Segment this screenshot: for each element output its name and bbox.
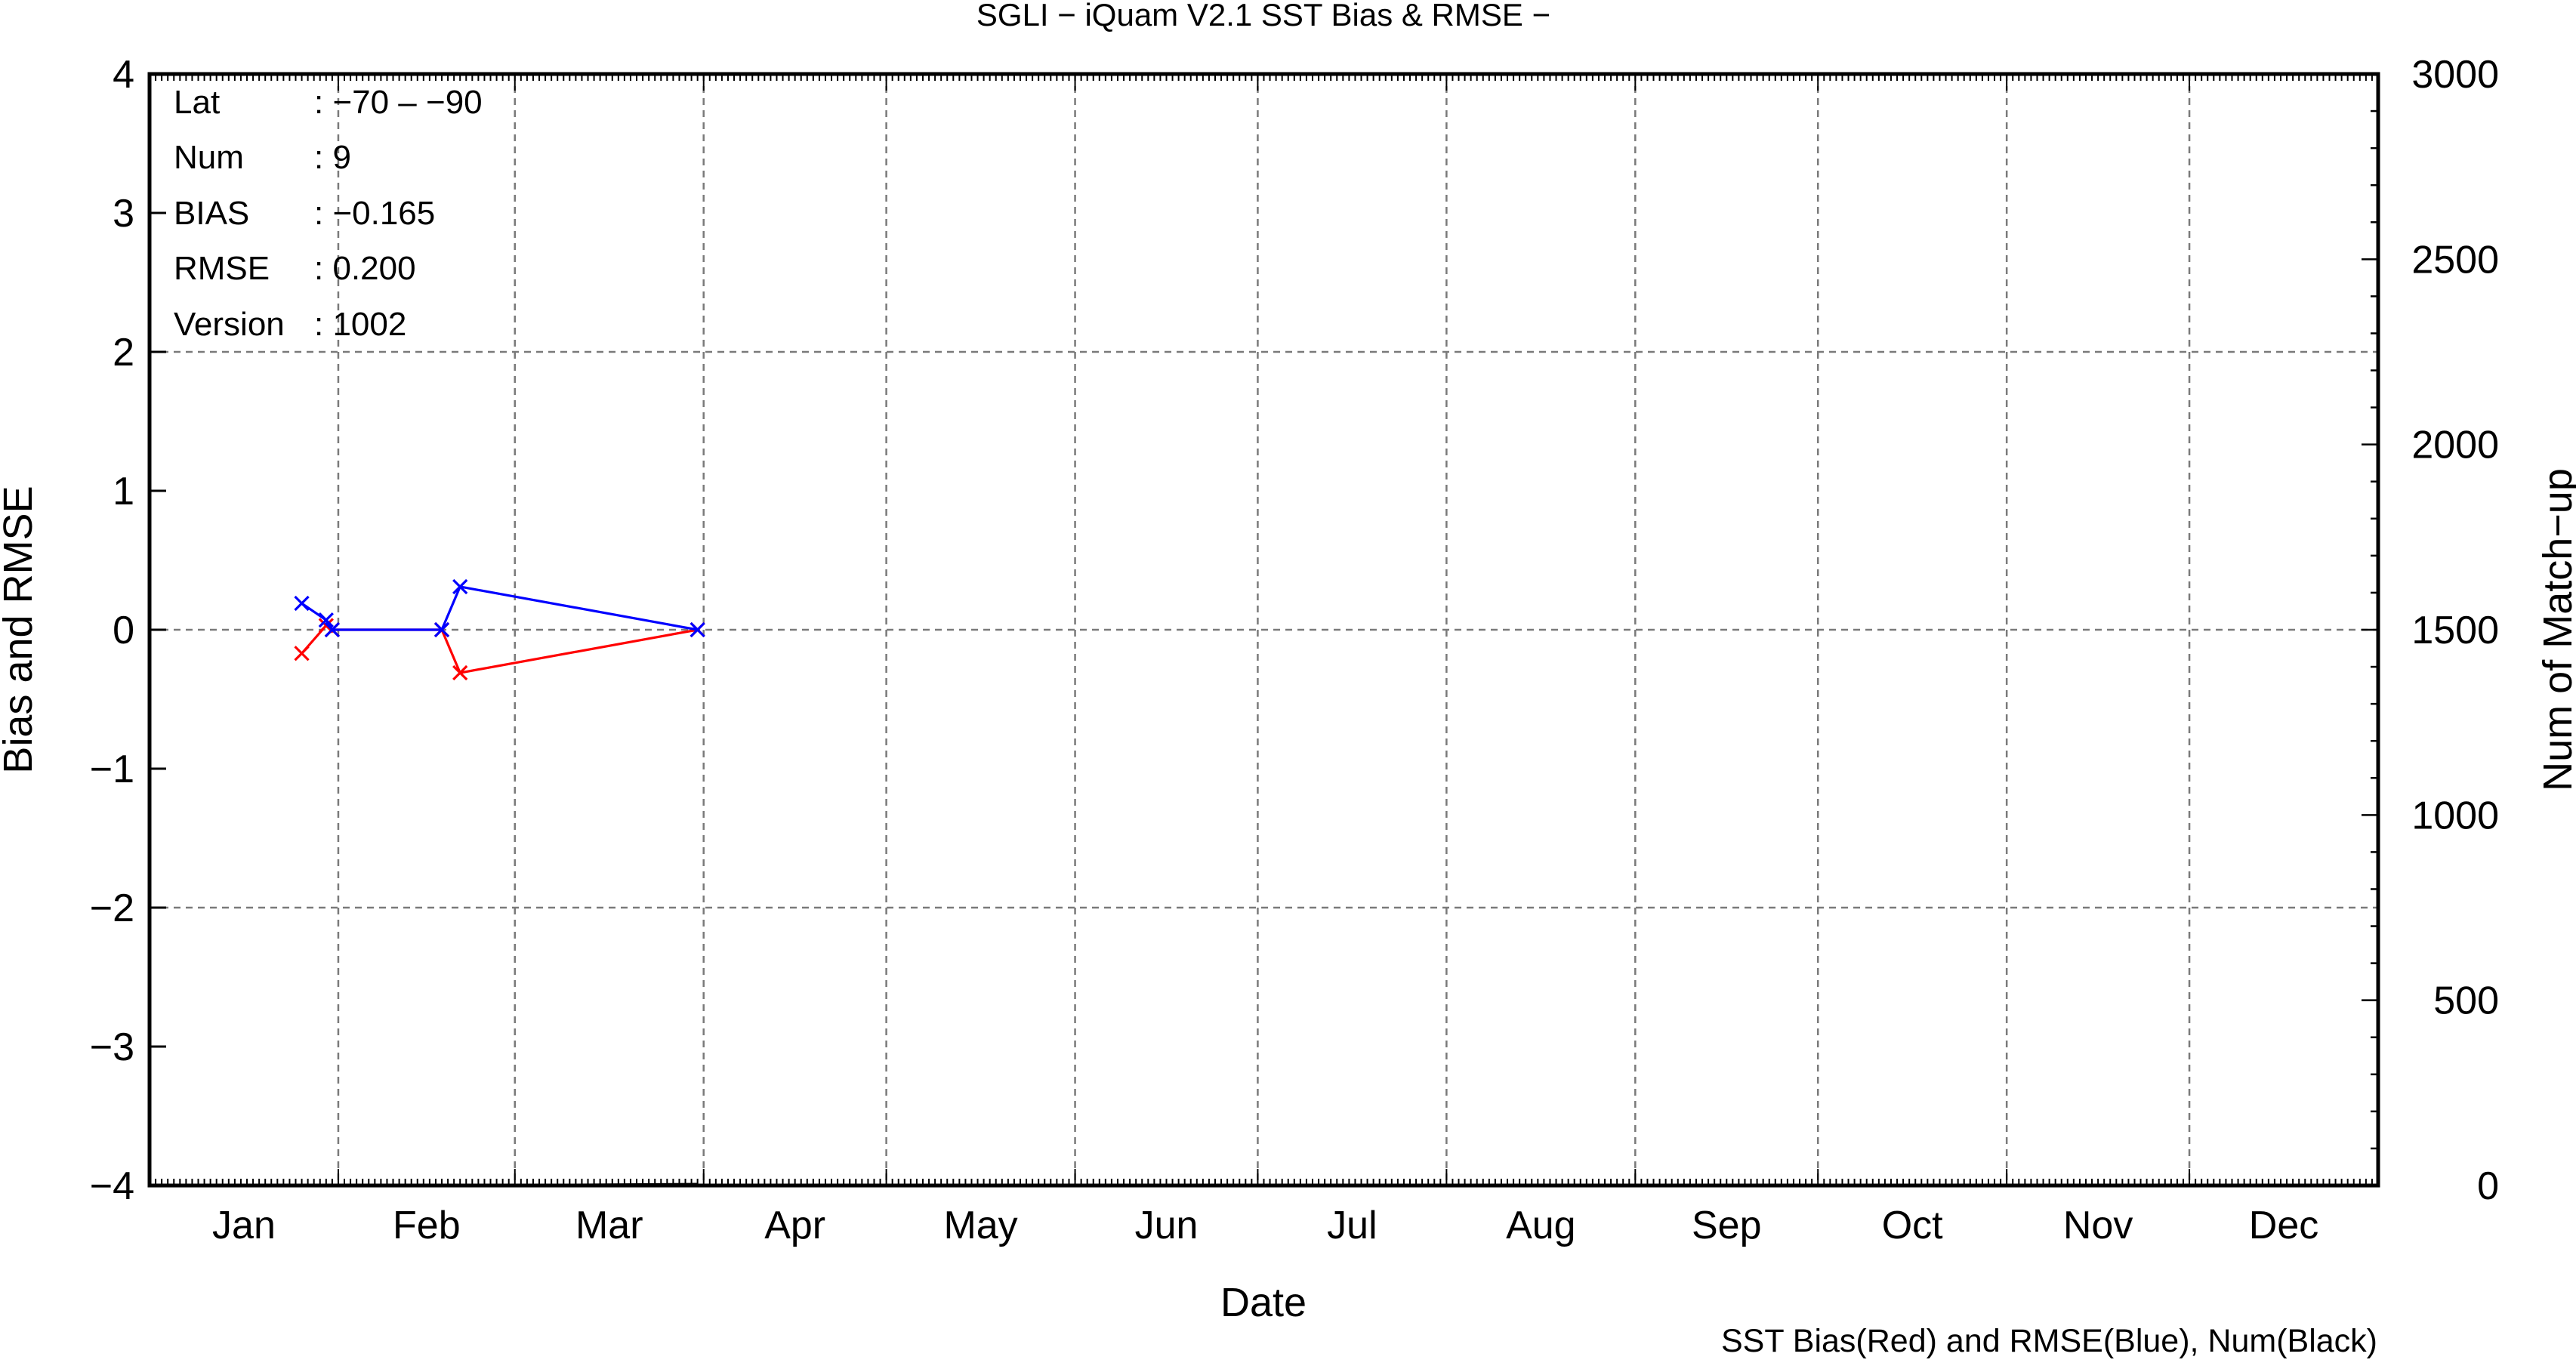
x-tick-label: Feb bbox=[393, 1204, 461, 1247]
x-tick-label: Jul bbox=[1327, 1204, 1377, 1247]
tick-labels: Jan Feb Mar Apr May Jun Jul Aug Sep Oct Nov Dec 4 3 2 1… bbox=[90, 53, 2499, 1247]
stat-num-value: : 9 bbox=[314, 139, 351, 176]
stat-bias-value: : −0.165 bbox=[314, 195, 435, 232]
stat-lat-label: Lat bbox=[174, 84, 220, 121]
x-tick-label: Dec bbox=[2249, 1204, 2318, 1247]
x-tick-label: Jan bbox=[212, 1204, 276, 1247]
data-point bbox=[690, 621, 705, 638]
y2-tick-label: 1000 bbox=[2411, 794, 2499, 837]
y-tick-label: 2 bbox=[113, 331, 134, 375]
stat-version-value: : 1002 bbox=[314, 306, 406, 343]
data-point bbox=[452, 578, 468, 595]
chart-title: SGLI − iQuam V2.1 SST Bias & RMSE − bbox=[976, 0, 1550, 32]
stat-lat-value: : −70 – −90 bbox=[314, 84, 483, 121]
y2-tick-label: 3000 bbox=[2411, 53, 2499, 97]
y2-tick-label: 2500 bbox=[2411, 238, 2499, 282]
stat-rmse-value: : 0.200 bbox=[314, 250, 416, 287]
data-point bbox=[318, 612, 334, 628]
stats-box: Lat : −70 – −90 Num : 9 BIAS : −0.165 RM… bbox=[174, 84, 483, 343]
x-tick-label: Apr bbox=[764, 1204, 825, 1247]
stat-rmse-label: RMSE bbox=[174, 250, 270, 287]
y2-tick-label: 500 bbox=[2433, 979, 2499, 1023]
stat-version-label: Version bbox=[174, 306, 285, 343]
axis-ticks bbox=[149, 72, 2379, 1187]
data-point bbox=[452, 664, 468, 681]
y2-tick-label: 0 bbox=[2477, 1164, 2499, 1208]
data-point bbox=[294, 595, 310, 612]
x-tick-label: Mar bbox=[575, 1204, 643, 1247]
y2-tick-label: 2000 bbox=[2411, 424, 2499, 467]
x-tick-label: Nov bbox=[2063, 1204, 2133, 1247]
series-line bbox=[301, 585, 698, 631]
y-tick-label: 4 bbox=[113, 53, 134, 97]
y-tick-label: 0 bbox=[113, 609, 134, 652]
grid-lines bbox=[150, 74, 2378, 1186]
y-tick-label: 3 bbox=[113, 192, 134, 236]
legend-footnote: SST Bias(Red) and RMSE(Blue), Num(Black) bbox=[1721, 1323, 2377, 1359]
y2-axis-label: Num of Match−up bbox=[2535, 468, 2576, 791]
series-layer bbox=[294, 578, 705, 1187]
y-tick-label: −2 bbox=[90, 886, 134, 930]
series-line bbox=[301, 624, 698, 674]
data-point bbox=[324, 621, 341, 638]
x-axis-label: Date bbox=[1220, 1280, 1307, 1325]
x-tick-label: May bbox=[943, 1204, 1017, 1247]
y-tick-label: −3 bbox=[90, 1025, 134, 1069]
y-axis-label: Bias and RMSE bbox=[0, 486, 41, 773]
x-tick-label: Aug bbox=[1506, 1204, 1576, 1247]
x-tick-label: Jun bbox=[1135, 1204, 1199, 1247]
stat-bias-label: BIAS bbox=[174, 195, 249, 232]
y-tick-label: 1 bbox=[113, 470, 134, 513]
x-tick-label: Oct bbox=[1882, 1204, 1943, 1247]
y2-tick-label: 1500 bbox=[2411, 609, 2499, 652]
data-point bbox=[294, 646, 310, 661]
y-tick-label: −4 bbox=[90, 1164, 134, 1208]
y-tick-label: −1 bbox=[90, 748, 134, 791]
stat-num-label: Num bbox=[174, 139, 244, 176]
x-tick-label: Sep bbox=[1692, 1204, 1762, 1247]
data-point bbox=[433, 621, 450, 638]
